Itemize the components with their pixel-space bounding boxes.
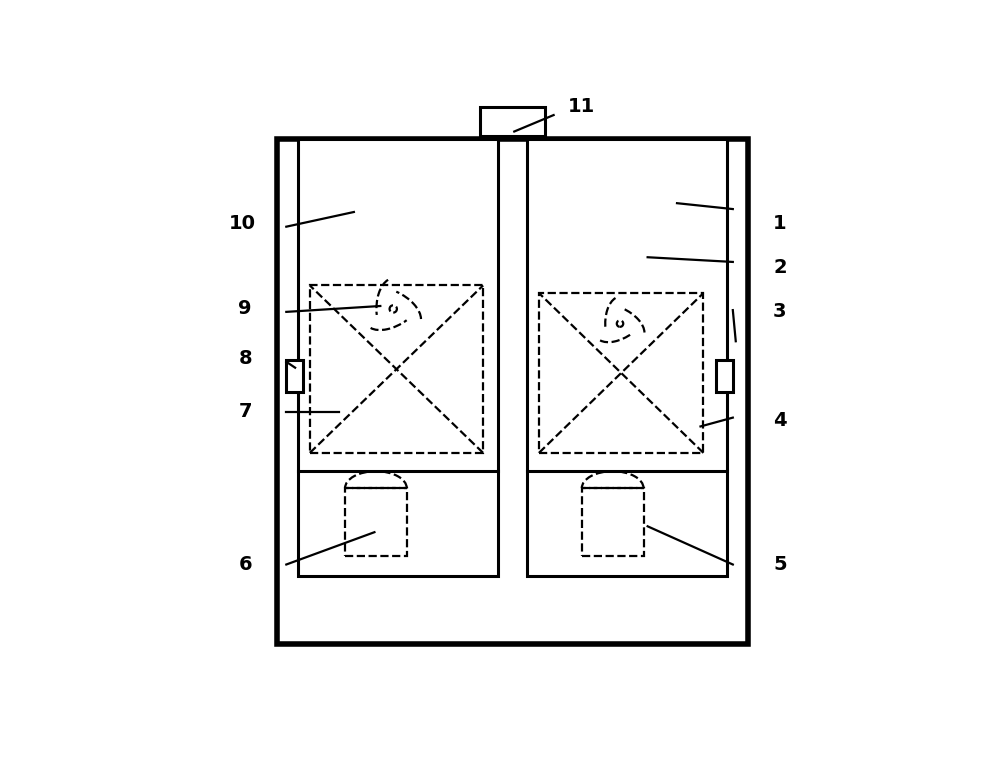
Bar xyxy=(527,139,727,576)
Text: 3: 3 xyxy=(773,302,787,321)
Text: 10: 10 xyxy=(229,214,256,233)
Text: 9: 9 xyxy=(238,299,252,318)
Text: 7: 7 xyxy=(238,402,252,421)
Bar xyxy=(582,488,644,555)
Text: 2: 2 xyxy=(773,259,787,277)
Text: 8: 8 xyxy=(238,349,252,369)
Bar xyxy=(310,285,483,453)
Bar xyxy=(480,108,545,136)
Bar xyxy=(277,139,748,644)
Bar xyxy=(286,360,303,392)
Text: 1: 1 xyxy=(773,214,787,233)
Text: 11: 11 xyxy=(568,97,595,116)
Bar xyxy=(345,488,407,555)
Text: 4: 4 xyxy=(773,411,787,430)
Bar xyxy=(298,139,498,576)
Text: 5: 5 xyxy=(773,555,787,574)
Bar xyxy=(716,360,733,392)
Text: 6: 6 xyxy=(238,555,252,574)
Bar xyxy=(539,293,703,453)
